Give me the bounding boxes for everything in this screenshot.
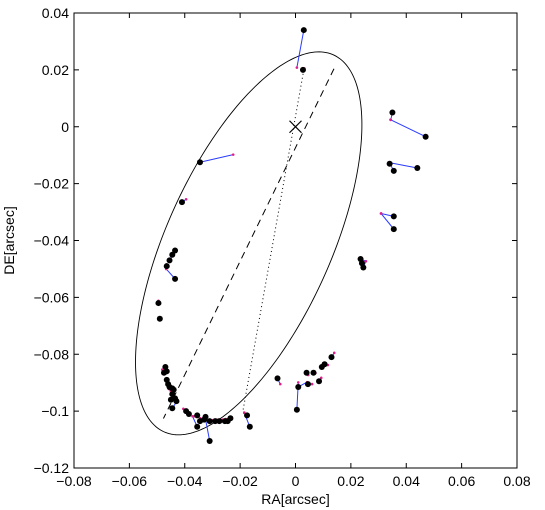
fitted-point <box>319 376 323 380</box>
fitted-point <box>278 382 282 386</box>
observation-point <box>303 369 310 376</box>
observation-point <box>227 415 234 422</box>
y-axis-label: DE[arcsec] <box>1 206 17 274</box>
observation-point <box>360 264 367 271</box>
observation-point <box>293 406 300 413</box>
plot-content <box>135 27 429 444</box>
y-tick-label: −0.02 <box>34 176 70 192</box>
residual-line <box>389 162 418 169</box>
fitted-point <box>379 212 383 215</box>
residual-line <box>296 29 305 68</box>
axis-ticks: −0.08 −0.06 −0.04 −0.02 0 0.02 0.04 0.06 0.08 0.0… <box>34 5 531 489</box>
observation-point <box>201 416 208 423</box>
fitted-point <box>231 153 235 156</box>
y-tick-label: 0 <box>61 119 69 135</box>
fitted-point <box>310 382 314 386</box>
y-tick-label: −0.06 <box>34 289 70 305</box>
x-tick-label: −0.04 <box>167 473 203 489</box>
observation-point <box>169 405 176 412</box>
observation-point <box>169 251 176 258</box>
y-tick-label: 0.04 <box>42 5 69 21</box>
x-tick-label: 0.08 <box>503 473 530 489</box>
observation-point <box>172 275 179 282</box>
observation-point <box>299 66 306 73</box>
fitted-point <box>184 197 188 201</box>
observation-point <box>386 160 393 167</box>
x-tick-label: −0.06 <box>112 473 148 489</box>
y-tick-label: −0.04 <box>34 233 70 249</box>
observation-point <box>389 109 396 116</box>
line-of-nodes-dotted <box>242 69 305 412</box>
fitted-point <box>191 414 194 418</box>
observation-point <box>310 369 317 376</box>
observation-point <box>304 381 311 388</box>
observation-point <box>169 391 176 398</box>
fitted-point <box>295 66 299 69</box>
orbit-ellipse <box>135 51 363 436</box>
observation-point <box>328 354 335 361</box>
observation-point <box>185 410 192 417</box>
x-tick-label: 0 <box>292 473 300 489</box>
observation-point <box>160 369 167 376</box>
observation-point <box>300 27 307 34</box>
observation-point <box>318 364 325 371</box>
observation-point <box>194 423 201 430</box>
observation-point <box>196 159 203 166</box>
observation-point <box>414 164 421 171</box>
residual-line <box>205 418 211 442</box>
observation-point <box>156 315 163 322</box>
observation-point <box>194 412 201 419</box>
observation-point <box>212 418 219 425</box>
y-tick-label: −0.08 <box>34 346 70 362</box>
observation-point <box>163 263 170 270</box>
fitted-point <box>364 259 368 263</box>
x-axis-label: RA[arcsec] <box>261 491 329 507</box>
x-tick-label: 0.04 <box>393 473 420 489</box>
observation-point <box>172 247 179 254</box>
fitted-point <box>332 351 336 355</box>
residual-line <box>390 119 426 138</box>
observation-point <box>295 383 302 390</box>
observation-point <box>246 423 253 430</box>
residual-line <box>199 154 234 163</box>
observation-point <box>244 412 251 419</box>
observation-point <box>390 226 397 233</box>
x-tick-label: −0.02 <box>222 473 258 489</box>
observation-point <box>216 418 223 425</box>
observation-point <box>206 437 213 444</box>
fitted-point <box>389 118 392 121</box>
y-tick-label: 0.02 <box>42 62 69 78</box>
observation-point <box>422 133 429 140</box>
observation-point <box>274 375 281 382</box>
observation-point <box>178 199 185 206</box>
apsidal-line-dashed <box>162 68 335 419</box>
observation-point <box>206 418 213 425</box>
observation-point <box>173 398 180 405</box>
fitted-point <box>296 381 300 384</box>
focus-marker <box>289 120 302 134</box>
observation-point <box>167 396 174 403</box>
observation-point <box>166 257 173 264</box>
y-tick-label: −0.1 <box>41 403 69 419</box>
focus-marker-stroke <box>289 120 302 134</box>
x-tick-label: −0.08 <box>56 473 92 489</box>
residual-line <box>380 213 395 230</box>
observation-point <box>155 300 162 307</box>
y-tick-label: −0.12 <box>34 460 70 476</box>
x-tick-label: 0.02 <box>337 473 364 489</box>
x-tick-label: 0.06 <box>448 473 475 489</box>
observation-point <box>390 213 397 220</box>
observation-point <box>316 378 323 385</box>
observation-point <box>390 167 397 174</box>
